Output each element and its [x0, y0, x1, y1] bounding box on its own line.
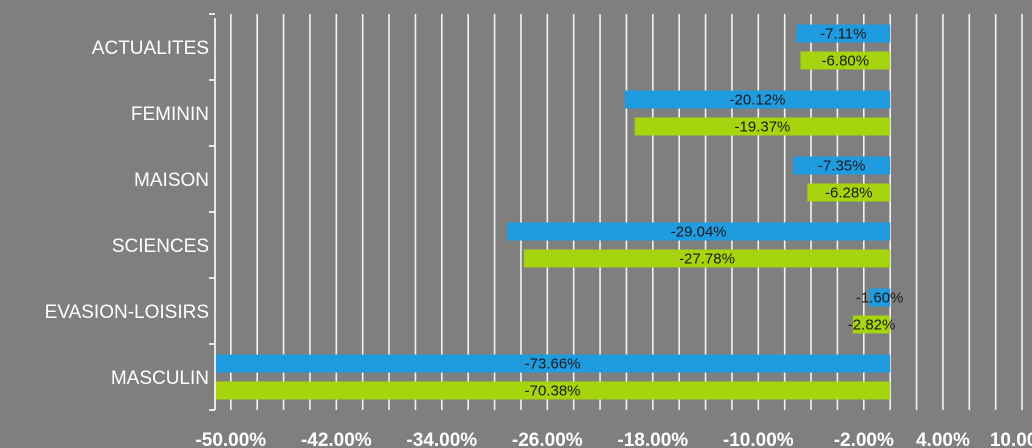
data-label: -7.11% [820, 26, 866, 43]
category-label: SCIENCES [112, 236, 209, 257]
data-label: -29.04% [671, 224, 727, 241]
x-tick-label: -2.00% [834, 430, 894, 448]
bar [215, 381, 891, 400]
category-label: MASCULIN [111, 368, 209, 389]
bar [624, 90, 891, 109]
bars [215, 24, 891, 400]
x-tick-label: 10.00% [990, 430, 1032, 448]
x-tick-label: -18.00% [617, 430, 688, 448]
x-tick-label: -50.00% [195, 430, 266, 448]
x-tick-label: -26.00% [512, 430, 583, 448]
bar [807, 183, 891, 202]
bar [869, 288, 891, 307]
category-label: EVASION-LOISIRS [45, 302, 209, 323]
x-tick-label: 4.00% [916, 430, 970, 448]
data-label: -7.35% [818, 158, 866, 175]
bar [634, 117, 891, 136]
category-label: MAISON [134, 170, 209, 191]
data-label: -1.60% [856, 290, 904, 307]
bar [852, 315, 891, 334]
data-label: -6.28% [825, 185, 873, 202]
bar [796, 24, 891, 43]
bar [523, 249, 891, 268]
labels: ACTUALITES -7.11% -6.80% FEMININ -20.12% -19.… [45, 26, 1032, 448]
x-tick-label: -10.00% [723, 430, 794, 448]
bar [507, 222, 891, 241]
bar [215, 354, 891, 373]
category-label: FEMININ [131, 104, 209, 125]
data-label: -70.38% [525, 383, 581, 400]
bar [793, 156, 891, 175]
data-label: -19.37% [735, 119, 791, 136]
gridlines [230, 14, 1023, 410]
data-label: -2.82% [848, 317, 896, 334]
category-label: ACTUALITES [92, 38, 209, 59]
x-tick-label: -42.00% [301, 430, 372, 448]
data-label: -73.66% [525, 356, 581, 373]
y-axis [209, 13, 216, 411]
data-label: -6.80% [822, 53, 870, 70]
x-tick-label: -34.00% [406, 430, 477, 448]
data-label: -27.78% [679, 251, 735, 268]
bar [800, 51, 891, 70]
data-label: -20.12% [730, 92, 786, 109]
